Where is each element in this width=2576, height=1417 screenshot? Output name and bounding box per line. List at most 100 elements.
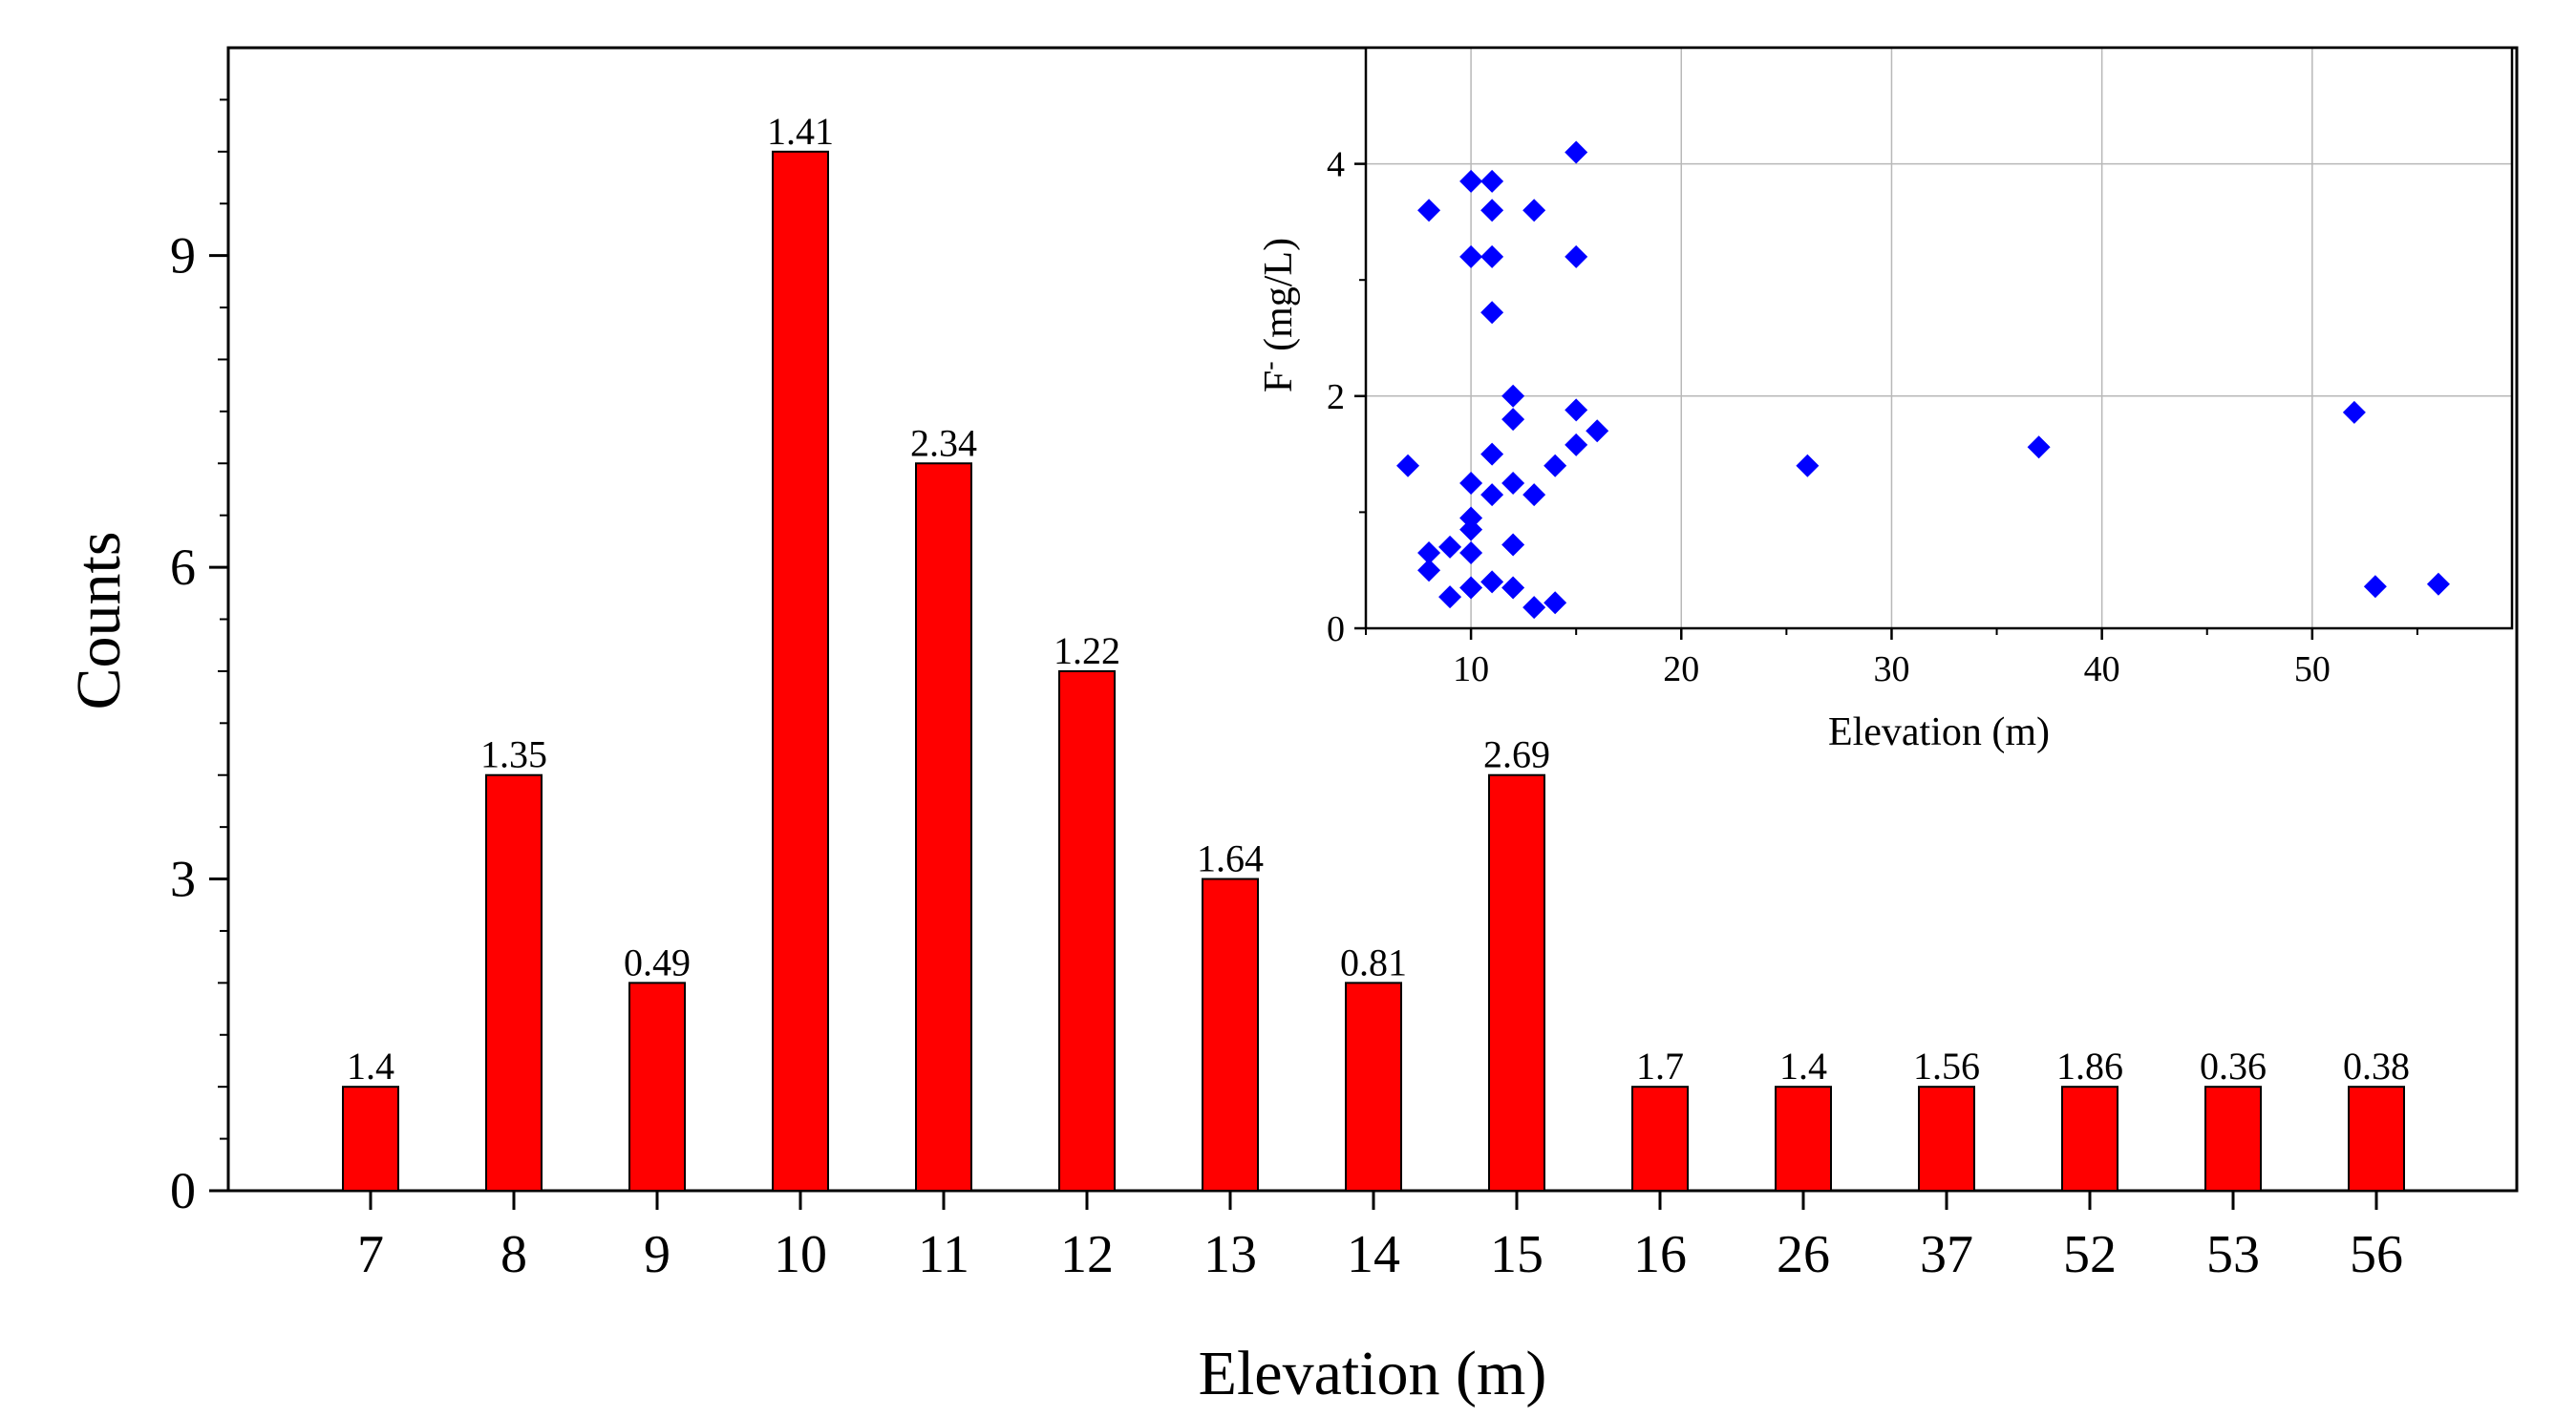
- bar-data-label: 0.81: [1340, 941, 1407, 983]
- x-tick-label: 16: [1633, 1225, 1687, 1284]
- x-tick-label: 11: [918, 1225, 969, 1284]
- x-tick-label: 52: [2063, 1225, 2117, 1284]
- bar-data-label: 1.41: [767, 110, 834, 153]
- bar-chart: 0 3 6 9 1.4 7 1.35 8 0.49 9 1.41 10 2.34 11 1.22 12 1.64…: [64, 46, 2519, 1408]
- bar-8: [485, 773, 543, 1193]
- bar-data-label: 0.49: [624, 941, 691, 983]
- x-tick-label: 8: [500, 1225, 527, 1284]
- scatter-point: [1459, 506, 1483, 530]
- scatter-point: [1459, 472, 1483, 495]
- bar-11: [915, 462, 972, 1193]
- y-tick-label: 0: [170, 1162, 196, 1219]
- scatter-point: [1480, 244, 1504, 268]
- x-tick-label: 12: [1060, 1225, 1114, 1284]
- scatter-point: [1459, 540, 1483, 564]
- bar-data-label: 1.86: [2056, 1045, 2123, 1088]
- scatter-point: [1796, 454, 1820, 477]
- x-tick-label: 13: [1203, 1225, 1257, 1284]
- x-tick-label: 14: [1347, 1225, 1400, 1284]
- bar-26: [1775, 1086, 1832, 1192]
- x-tick-label: 26: [1777, 1225, 1830, 1284]
- x-tick-label: 56: [2350, 1225, 2403, 1284]
- scatter-point: [1565, 398, 1588, 422]
- bar-13: [1202, 878, 1259, 1193]
- bar-data-label: 1.4: [347, 1045, 394, 1088]
- inset-x-tick-label: 40: [2084, 649, 2120, 689]
- bar-data-label: 1.64: [1197, 837, 1264, 880]
- inset-x-axis-title: Elevation (m): [1828, 710, 2050, 754]
- x-axis-title: Elevation (m): [1199, 1339, 1547, 1408]
- scatter-point: [1480, 199, 1504, 222]
- scatter-point: [1459, 244, 1483, 268]
- scatter-point: [1543, 591, 1567, 615]
- bar-15: [1488, 773, 1545, 1193]
- bar-53: [2204, 1086, 2262, 1192]
- bar-7: [342, 1086, 399, 1192]
- y-axis-title: Counts: [64, 531, 134, 709]
- inset-background: [1366, 48, 2512, 628]
- inset-y-axis-title: F- (mg/L): [1255, 238, 1301, 392]
- bar-data-label: 2.34: [910, 421, 977, 464]
- scatter-point: [1480, 442, 1504, 466]
- scatter-point: [1396, 454, 1420, 477]
- scatter-point: [1522, 483, 1546, 507]
- bar-16: [1631, 1086, 1689, 1192]
- y-tick-label: 9: [170, 227, 196, 285]
- x-tick-label: 7: [357, 1225, 384, 1284]
- x-tick-label: 37: [1920, 1225, 1973, 1284]
- y-tick-label: 6: [170, 539, 196, 596]
- inset-y-tick-label: 0: [1327, 609, 1345, 649]
- bar-data-label: 1.56: [1913, 1045, 1980, 1088]
- inset-y-tick-label: 4: [1327, 145, 1345, 185]
- scatter-point: [1522, 199, 1546, 222]
- scatter-point: [1501, 384, 1525, 408]
- inset-scatter-chart: 10 20 30 40 50 0 2 4 Elevation (m) F- (mg/L): [1255, 46, 2514, 754]
- bar-10: [772, 150, 829, 1192]
- x-tick-label: 10: [774, 1225, 827, 1284]
- scatter-point: [1417, 540, 1441, 564]
- scatter-point: [1501, 576, 1525, 600]
- inset-x-tick-label: 20: [1663, 649, 1699, 689]
- scatter-point: [1459, 169, 1483, 193]
- inset-x-tick-label: 30: [1873, 649, 1909, 689]
- bar-52: [2061, 1086, 2118, 1192]
- scatter-point: [1417, 199, 1441, 222]
- bar-56: [2348, 1086, 2405, 1192]
- scatter-point: [1438, 535, 1462, 559]
- bar-data-label: 1.7: [1636, 1045, 1684, 1088]
- scatter-point: [2027, 435, 2051, 459]
- scatter-point: [1438, 585, 1462, 609]
- scatter-point: [1459, 518, 1483, 541]
- scatter-point: [1501, 408, 1525, 432]
- bar-data-label: 0.36: [2200, 1045, 2267, 1088]
- x-tick-label: 53: [2206, 1225, 2260, 1284]
- scatter-point: [1501, 533, 1525, 557]
- bar-12: [1058, 669, 1116, 1192]
- bar-37: [1918, 1086, 1975, 1192]
- scatter-point: [2342, 400, 2366, 424]
- scatter-point: [1543, 454, 1567, 477]
- scatter-point: [1565, 433, 1588, 456]
- scatter-point: [1480, 301, 1504, 325]
- scatter-point: [1459, 576, 1483, 600]
- scatter-point: [1522, 596, 1546, 620]
- y-tick-label: 3: [170, 851, 196, 908]
- scatter-point: [1480, 483, 1504, 507]
- bar-9: [628, 982, 686, 1193]
- x-tick-label: 15: [1490, 1225, 1543, 1284]
- scatter-point: [1480, 169, 1504, 193]
- scatter-point: [2426, 572, 2450, 596]
- bar-14: [1345, 982, 1402, 1193]
- bar-data-label: 1.35: [480, 733, 547, 776]
- bar-data-label: 0.38: [2343, 1045, 2410, 1088]
- scatter-point: [1586, 419, 1609, 443]
- inset-y-axis-title-charge: -: [1255, 361, 1285, 370]
- scatter-point: [1501, 472, 1525, 495]
- bar-data-label: 1.4: [1779, 1045, 1827, 1088]
- inset-x-tick-label: 50: [2294, 649, 2331, 689]
- inset-y-tick-label: 2: [1327, 377, 1345, 417]
- scatter-point: [2363, 575, 2387, 599]
- scatter-point: [1565, 244, 1588, 268]
